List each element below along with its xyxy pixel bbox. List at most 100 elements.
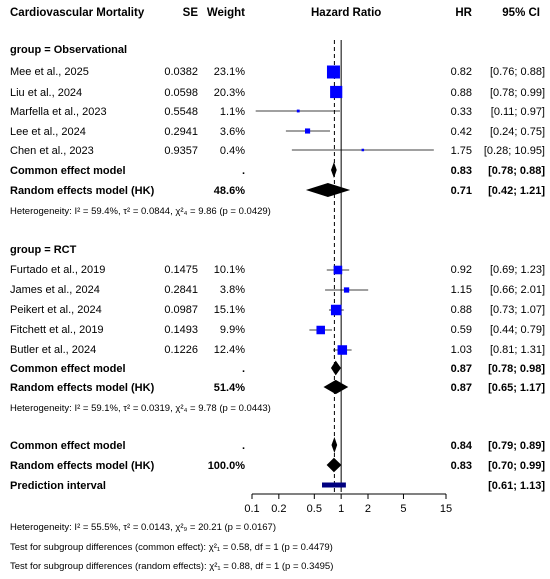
x-tick-label: 0.5 — [307, 503, 322, 515]
study-se: 0.1493 — [164, 324, 198, 336]
study-se: 0.9357 — [164, 145, 198, 157]
x-tick-label: 5 — [400, 503, 406, 515]
subgroup-test-random: Test for subgroup differences (random ef… — [10, 561, 334, 572]
summary-diamond — [323, 379, 349, 395]
study-weight: 12.4% — [213, 344, 245, 356]
prediction-interval-label: Prediction interval — [10, 480, 106, 492]
heterogeneity-text: Heterogeneity: I² = 59.1%, τ² = 0.0319, … — [10, 403, 271, 414]
study-hr: 0.88 — [450, 87, 472, 99]
study-ci: [0.11; 0.97] — [490, 106, 545, 118]
study-box — [337, 345, 348, 355]
study-hr: 0.82 — [450, 66, 472, 78]
study-name: Mee et al., 2025 — [10, 66, 89, 78]
study-ci: [0.24; 0.75] — [489, 126, 545, 138]
study-hr: 1.03 — [450, 344, 472, 356]
random-effects-ci: [0.42; 1.21] — [488, 185, 545, 197]
study-ci: [0.28; 10.95] — [483, 145, 545, 157]
summary-diamond — [305, 182, 351, 198]
overall-random-effects-label: Random effects model (HK) — [10, 460, 155, 472]
study-box — [296, 109, 300, 113]
overall-common-effect-hr: 0.84 — [450, 440, 472, 452]
random-effects-label: Random effects model (HK) — [10, 382, 155, 394]
overall-common-effect-label: Common effect model — [10, 440, 126, 452]
study-ci: [0.78; 0.99] — [489, 87, 545, 99]
random-effects-ci: [0.65; 1.17] — [488, 382, 545, 394]
random-effects-weight: 48.6% — [213, 185, 245, 197]
study-box — [333, 265, 343, 275]
study-se: 0.0598 — [164, 87, 198, 99]
study-name: Fitchett et al., 2019 — [10, 324, 104, 336]
overall-heterogeneity-text: Heterogeneity: I² = 55.5%, τ² = 0.0143, … — [10, 522, 276, 533]
study-box — [326, 65, 340, 79]
header-se: SE — [182, 7, 198, 19]
study-box — [343, 287, 350, 293]
common-effect-weight: . — [241, 363, 245, 375]
study-hr: 0.42 — [450, 126, 472, 138]
overall-random-effects-weight: 100.0% — [207, 460, 245, 472]
study-box — [361, 148, 365, 152]
study-name: Butler et al., 2024 — [10, 344, 97, 356]
common-effect-hr: 0.83 — [450, 165, 472, 177]
study-name: Marfella et al., 2023 — [10, 106, 107, 118]
study-se: 0.5548 — [164, 106, 198, 118]
study-name: Peikert et al., 2024 — [10, 304, 102, 316]
common-effect-hr: 0.87 — [450, 363, 472, 375]
study-name: James et al., 2024 — [10, 284, 100, 296]
study-weight: 10.1% — [213, 264, 245, 276]
common-effect-label: Common effect model — [10, 165, 126, 177]
study-ci: [0.73; 1.07] — [489, 304, 545, 316]
study-name: Chen et al., 2023 — [10, 145, 94, 157]
x-tick-label: 1 — [338, 503, 344, 515]
study-weight: 0.4% — [219, 145, 245, 157]
common-effect-ci: [0.78; 0.88] — [488, 165, 545, 177]
study-box — [330, 85, 343, 99]
study-weight: 9.9% — [219, 324, 245, 336]
overall-common-effect-ci: [0.79; 0.89] — [488, 440, 545, 452]
prediction-interval-bar — [322, 482, 346, 488]
subgroup-test-common: Test for subgroup differences (common ef… — [10, 542, 333, 553]
study-hr: 0.33 — [450, 106, 472, 118]
study-ci: [0.81; 1.31] — [489, 344, 545, 356]
heterogeneity-text: Heterogeneity: I² = 59.4%, τ² = 0.0844, … — [10, 206, 271, 217]
study-box — [304, 128, 311, 134]
study-hr: 1.15 — [450, 284, 472, 296]
summary-diamond — [331, 437, 338, 453]
x-tick-label: 0.2 — [271, 503, 286, 515]
random-effects-label: Random effects model (HK) — [10, 185, 155, 197]
header-hr: HR — [455, 7, 472, 19]
study-name: Furtado et al., 2019 — [10, 264, 106, 276]
random-effects-hr: 0.87 — [450, 382, 472, 394]
study-name: Lee et al., 2024 — [10, 126, 86, 138]
group-label-rct: group = RCT — [10, 244, 77, 256]
study-weight: 20.3% — [213, 87, 245, 99]
study-se: 0.1475 — [164, 264, 198, 276]
study-se: 0.2841 — [164, 284, 198, 296]
header-weight: Weight — [206, 7, 245, 19]
study-se: 0.2941 — [164, 126, 198, 138]
group-label-observational: group = Observational — [10, 44, 128, 56]
common-effect-label: Common effect model — [10, 363, 126, 375]
prediction-interval-ci: [0.61; 1.13] — [488, 480, 545, 492]
study-ci: [0.66; 2.01] — [489, 284, 545, 296]
study-hr: 0.92 — [450, 264, 472, 276]
study-se: 0.1226 — [164, 344, 198, 356]
header-hazard-ratio: Hazard Ratio — [311, 7, 382, 19]
summary-diamond — [330, 162, 337, 178]
study-se: 0.0382 — [164, 66, 198, 78]
study-hr: 1.75 — [450, 145, 472, 157]
study-weight: 23.1% — [213, 66, 245, 78]
header-ci: 95% CI — [502, 7, 540, 19]
overall-random-effects-hr: 0.83 — [450, 460, 472, 472]
overall-common-effect-weight: . — [241, 440, 245, 452]
overall-random-effects-ci: [0.70; 0.99] — [488, 460, 545, 472]
random-effects-hr: 0.71 — [450, 185, 472, 197]
common-effect-weight: . — [241, 165, 245, 177]
study-ci: [0.44; 0.79] — [489, 324, 545, 336]
study-ci: [0.76; 0.88] — [489, 66, 545, 78]
header-title: Cardiovascular Mortality — [10, 7, 145, 19]
study-box — [316, 325, 325, 335]
x-tick-label: 2 — [365, 503, 371, 515]
study-se: 0.0987 — [164, 304, 198, 316]
summary-diamond — [326, 457, 342, 473]
